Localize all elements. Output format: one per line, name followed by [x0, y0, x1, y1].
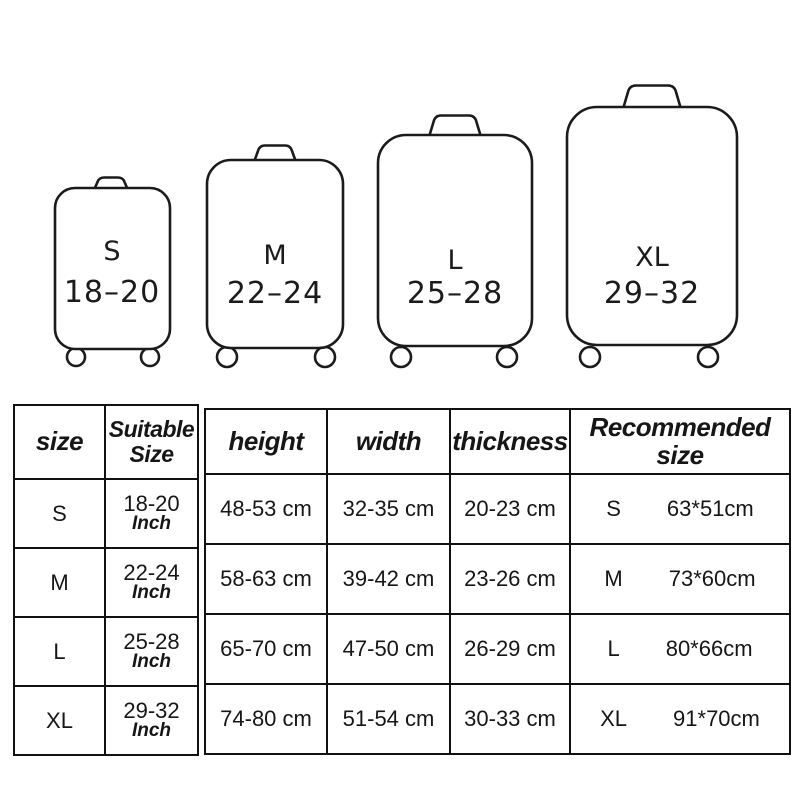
- unit-label: Inch: [131, 651, 172, 673]
- recommended-cell-s: S 63*51cm: [570, 474, 790, 544]
- thickness-cell-m: 23-26 cm: [450, 544, 570, 614]
- suitcase-diagram: S 18–20 M 22–24 L 25–28 XL 29: [53, 84, 739, 369]
- range-value: 25-28: [123, 628, 180, 654]
- width-value: 47-50 cm: [342, 636, 435, 662]
- suitcase-l-label: L: [447, 245, 462, 276]
- range-value: 22-24: [123, 559, 180, 585]
- recommended-cell-l: L 80*66cm: [570, 614, 790, 684]
- suitable-cell-l: 25-28 Inch: [105, 617, 198, 686]
- recommended-size-dims: 63*51cm: [666, 496, 754, 522]
- height-value: 74-80 cm: [220, 706, 312, 732]
- recommended-cell-xl: XL 91*70cm: [570, 684, 790, 754]
- size-value: S: [52, 500, 67, 526]
- suitcase-l: L 25–28: [376, 114, 534, 369]
- suitcase-xl-wheel-right: [696, 345, 720, 369]
- suitcase-xl-body: [565, 105, 739, 347]
- suitcase-m-range: 22–24: [227, 276, 323, 311]
- dim-table-header-thickness: thickness: [450, 409, 570, 474]
- suitcase-l-wheel-left: [389, 345, 413, 369]
- size-table-header-suitable-size: Suitable Size: [105, 405, 198, 479]
- thickness-cell-s: 20-23 cm: [450, 474, 570, 544]
- dim-table-header-height: height: [205, 409, 327, 474]
- header-label: Recommended size: [589, 412, 771, 470]
- suitcase-m-wheel-right: [313, 345, 337, 369]
- range-value: 29-32: [123, 697, 180, 723]
- suitcase-xl-handle: [621, 84, 683, 110]
- width-cell-s: 32-35 cm: [327, 474, 450, 544]
- suitcase-m-wheel-left: [215, 345, 239, 369]
- header-label: Suitable Size: [108, 415, 195, 467]
- suitcase-xl-range: 29–32: [604, 276, 700, 311]
- size-cell-m: M: [14, 548, 105, 617]
- suitcase-s-wheel-left: [65, 346, 87, 368]
- thickness-value: 30-33 cm: [464, 706, 556, 732]
- recommended-size-dims: 73*60cm: [668, 566, 756, 592]
- recommended-size-dims: 80*66cm: [665, 636, 753, 662]
- recommended-cell-m: M 73*60cm: [570, 544, 790, 614]
- size-value: M: [50, 569, 69, 595]
- suitcase-l-body: [376, 133, 534, 348]
- suitcase-m-body: [205, 158, 345, 350]
- suitable-cell-m: 22-24 Inch: [105, 548, 198, 617]
- height-value: 58-63 cm: [220, 566, 312, 592]
- width-value: 51-54 cm: [342, 706, 435, 732]
- unit-label: Inch: [131, 513, 172, 535]
- size-value: XL: [46, 707, 73, 733]
- range-value: 18-20: [123, 490, 180, 516]
- thickness-cell-xl: 30-33 cm: [450, 684, 570, 754]
- size-table: size Suitable Size S 18-20 Inch M 22-24 …: [13, 404, 199, 756]
- suitcase-s-range: 18–20: [64, 275, 160, 310]
- suitcase-l-handle: [427, 114, 483, 138]
- dim-table-header-width: width: [327, 409, 450, 474]
- suitable-cell-xl: 29-32 Inch: [105, 686, 198, 755]
- suitcase-m: M 22–24: [205, 144, 345, 369]
- width-value: 32-35 cm: [342, 496, 435, 522]
- header-label: size: [35, 426, 84, 457]
- width-cell-xl: 51-54 cm: [327, 684, 450, 754]
- suitcase-m-label: M: [263, 240, 286, 271]
- recommended-size-label: L: [607, 636, 620, 662]
- thickness-value: 20-23 cm: [464, 496, 556, 522]
- size-cell-xl: XL: [14, 686, 105, 755]
- suitcase-l-wheel-right: [495, 345, 519, 369]
- size-table-header-size: size: [14, 405, 105, 479]
- height-cell-l: 65-70 cm: [205, 614, 327, 684]
- suitcase-s-body: [53, 186, 172, 351]
- suitcase-m-handle: [252, 144, 298, 163]
- thickness-value: 26-29 cm: [464, 636, 556, 662]
- recommended-size-label: M: [604, 566, 623, 592]
- unit-label: Inch: [131, 720, 172, 742]
- suitcase-xl-wheel-left: [578, 345, 602, 369]
- unit-label: Inch: [131, 582, 172, 604]
- size-value: L: [53, 638, 66, 664]
- thickness-cell-l: 26-29 cm: [450, 614, 570, 684]
- dimension-table: height width thickness Recommended size …: [204, 408, 791, 755]
- suitcase-l-range: 25–28: [407, 276, 503, 311]
- height-cell-m: 58-63 cm: [205, 544, 327, 614]
- suitcase-xl-label: XL: [635, 242, 669, 273]
- height-value: 48-53 cm: [220, 496, 312, 522]
- height-cell-s: 48-53 cm: [205, 474, 327, 544]
- width-cell-l: 47-50 cm: [327, 614, 450, 684]
- size-cell-l: L: [14, 617, 105, 686]
- thickness-value: 23-26 cm: [464, 566, 556, 592]
- header-label: thickness: [452, 425, 568, 456]
- recommended-size-dims: 91*70cm: [673, 706, 760, 732]
- header-label: width: [355, 425, 422, 456]
- header-label: height: [228, 425, 305, 456]
- size-cell-s: S: [14, 479, 105, 548]
- recommended-size-label: XL: [600, 706, 628, 732]
- width-cell-m: 39-42 cm: [327, 544, 450, 614]
- suitable-cell-s: 18-20 Inch: [105, 479, 198, 548]
- height-cell-xl: 74-80 cm: [205, 684, 327, 754]
- suitcase-xl: XL 29–32: [565, 84, 739, 369]
- width-value: 39-42 cm: [342, 566, 435, 592]
- suitcase-s: S 18–20: [53, 176, 172, 368]
- suitcase-s-label: S: [103, 236, 120, 267]
- height-value: 65-70 cm: [220, 636, 312, 662]
- dim-table-header-recommended-size: Recommended size: [570, 409, 790, 474]
- recommended-size-label: S: [606, 496, 621, 522]
- suitcase-s-wheel-right: [139, 346, 161, 368]
